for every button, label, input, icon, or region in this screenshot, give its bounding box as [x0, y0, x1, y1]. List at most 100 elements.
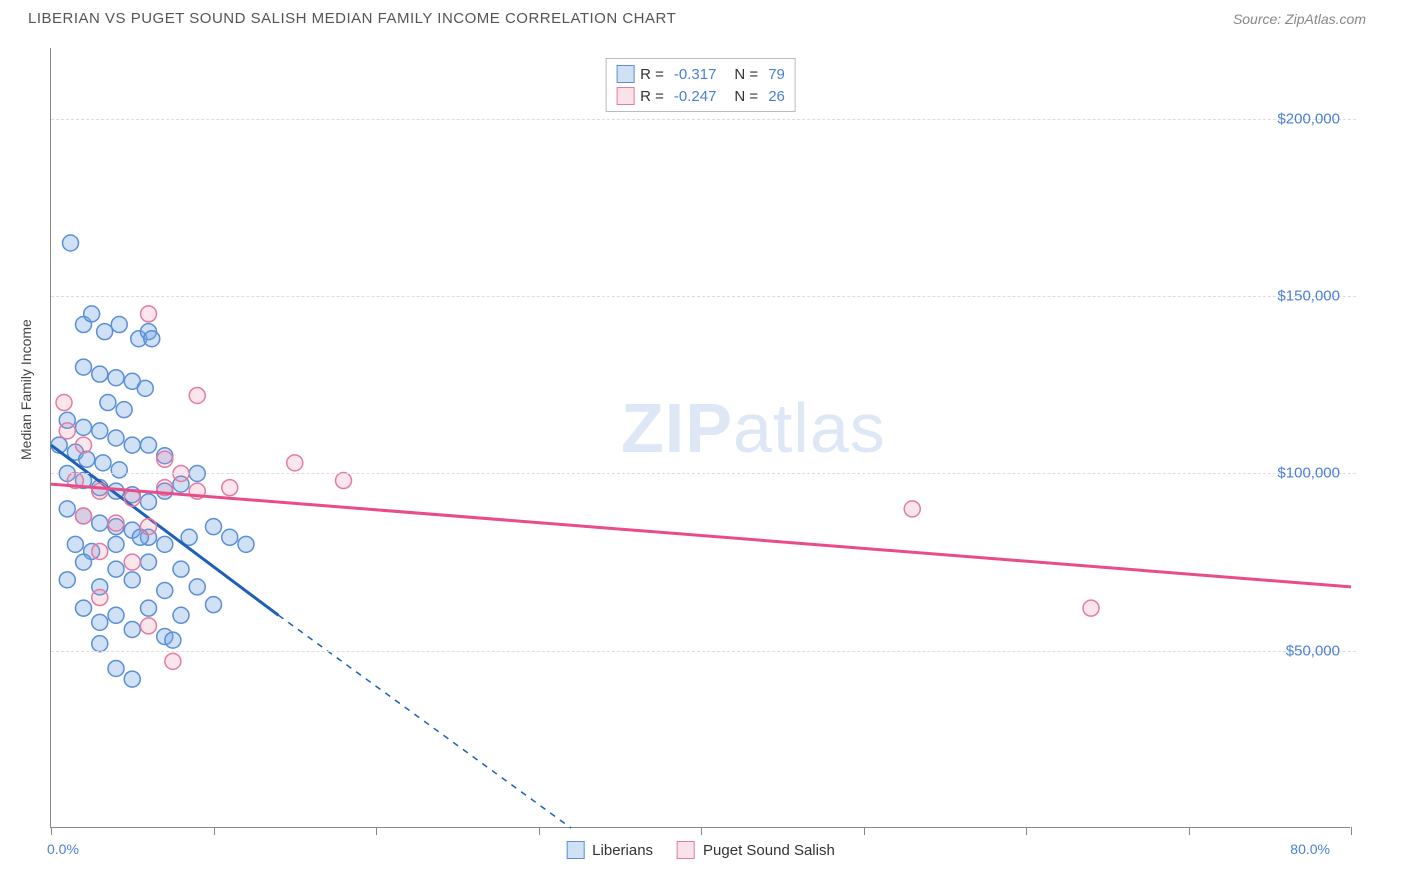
- scatter-point: [108, 515, 124, 531]
- chart-container: Median Family Income ZIPatlas R = -0.317…: [28, 40, 1378, 850]
- scatter-point: [92, 590, 108, 606]
- swatch-blue-icon: [616, 65, 634, 83]
- scatter-point: [108, 561, 124, 577]
- scatter-point: [108, 607, 124, 623]
- scatter-point: [63, 235, 79, 251]
- swatch-pink-icon: [616, 87, 634, 105]
- plot-area: ZIPatlas R = -0.317 N = 79 R = -0.247 N …: [50, 48, 1350, 828]
- legend-label: Puget Sound Salish: [703, 842, 835, 859]
- scatter-point: [222, 480, 238, 496]
- scatter-point: [76, 508, 92, 524]
- scatter-point: [124, 437, 140, 453]
- scatter-point: [95, 455, 111, 471]
- r-value: -0.247: [674, 88, 717, 105]
- scatter-point: [165, 653, 181, 669]
- scatter-point: [904, 501, 920, 517]
- scatter-point: [137, 380, 153, 396]
- scatter-point: [141, 554, 157, 570]
- stat-legend: R = -0.317 N = 79 R = -0.247 N = 26: [605, 58, 796, 112]
- scatter-point: [144, 331, 160, 347]
- scatter-point: [157, 451, 173, 467]
- x-tick: [51, 827, 52, 835]
- scatter-point: [141, 600, 157, 616]
- x-tick: [864, 827, 865, 835]
- x-tick: [701, 827, 702, 835]
- gridline: [51, 119, 1356, 120]
- scatter-point: [165, 632, 181, 648]
- scatter-point: [124, 490, 140, 506]
- legend-label: Liberians: [592, 842, 653, 859]
- swatch-pink-icon: [677, 841, 695, 859]
- gridline: [51, 296, 1356, 297]
- scatter-point: [97, 324, 113, 340]
- scatter-point: [92, 543, 108, 559]
- x-tick: [376, 827, 377, 835]
- scatter-point: [141, 618, 157, 634]
- n-value: 79: [768, 66, 785, 83]
- scatter-point: [92, 515, 108, 531]
- scatter-point: [84, 306, 100, 322]
- bottom-legend: Liberians Puget Sound Salish: [566, 841, 835, 859]
- scatter-point: [92, 483, 108, 499]
- y-tick-label: $200,000: [1277, 110, 1340, 127]
- legend-item: Puget Sound Salish: [677, 841, 835, 859]
- scatter-point: [173, 607, 189, 623]
- scatter-point: [76, 419, 92, 435]
- gridline: [51, 651, 1356, 652]
- scatter-point: [189, 579, 205, 595]
- gridline: [51, 473, 1356, 474]
- scatter-point: [108, 370, 124, 386]
- y-tick-label: $50,000: [1286, 642, 1340, 659]
- plot-svg: [51, 48, 1350, 827]
- r-value: -0.317: [674, 66, 717, 83]
- scatter-point: [76, 554, 92, 570]
- scatter-point: [111, 462, 127, 478]
- scatter-point: [56, 395, 72, 411]
- y-tick-label: $150,000: [1277, 288, 1340, 305]
- scatter-point: [141, 519, 157, 535]
- y-tick-label: $100,000: [1277, 465, 1340, 482]
- scatter-point: [173, 561, 189, 577]
- scatter-point: [76, 359, 92, 375]
- scatter-point: [124, 671, 140, 687]
- scatter-point: [1083, 600, 1099, 616]
- x-tick: [1026, 827, 1027, 835]
- scatter-point: [59, 423, 75, 439]
- scatter-point: [108, 536, 124, 552]
- scatter-point: [108, 660, 124, 676]
- scatter-point: [238, 536, 254, 552]
- chart-title: LIBERIAN VS PUGET SOUND SALISH MEDIAN FA…: [28, 10, 676, 27]
- x-tick: [1351, 827, 1352, 835]
- scatter-point: [287, 455, 303, 471]
- stat-legend-row: R = -0.247 N = 26: [616, 85, 785, 107]
- scatter-point: [141, 437, 157, 453]
- y-axis-label: Median Family Income: [18, 319, 34, 460]
- scatter-point: [124, 572, 140, 588]
- trend-line-dashed: [279, 615, 572, 828]
- x-max-label: 80.0%: [1290, 841, 1330, 857]
- trend-line: [51, 484, 1351, 587]
- scatter-point: [157, 536, 173, 552]
- scatter-point: [67, 536, 83, 552]
- x-tick: [539, 827, 540, 835]
- scatter-point: [76, 437, 92, 453]
- x-min-label: 0.0%: [47, 841, 79, 857]
- scatter-point: [108, 430, 124, 446]
- scatter-point: [116, 402, 132, 418]
- stat-legend-row: R = -0.317 N = 79: [616, 63, 785, 85]
- scatter-point: [59, 501, 75, 517]
- scatter-point: [157, 582, 173, 598]
- scatter-point: [76, 600, 92, 616]
- scatter-point: [141, 494, 157, 510]
- scatter-point: [111, 317, 127, 333]
- chart-source: Source: ZipAtlas.com: [1233, 11, 1366, 27]
- x-tick: [214, 827, 215, 835]
- scatter-point: [124, 621, 140, 637]
- scatter-point: [92, 636, 108, 652]
- scatter-point: [222, 529, 238, 545]
- legend-item: Liberians: [566, 841, 653, 859]
- scatter-point: [141, 306, 157, 322]
- scatter-point: [124, 554, 140, 570]
- scatter-point: [336, 473, 352, 489]
- scatter-point: [59, 572, 75, 588]
